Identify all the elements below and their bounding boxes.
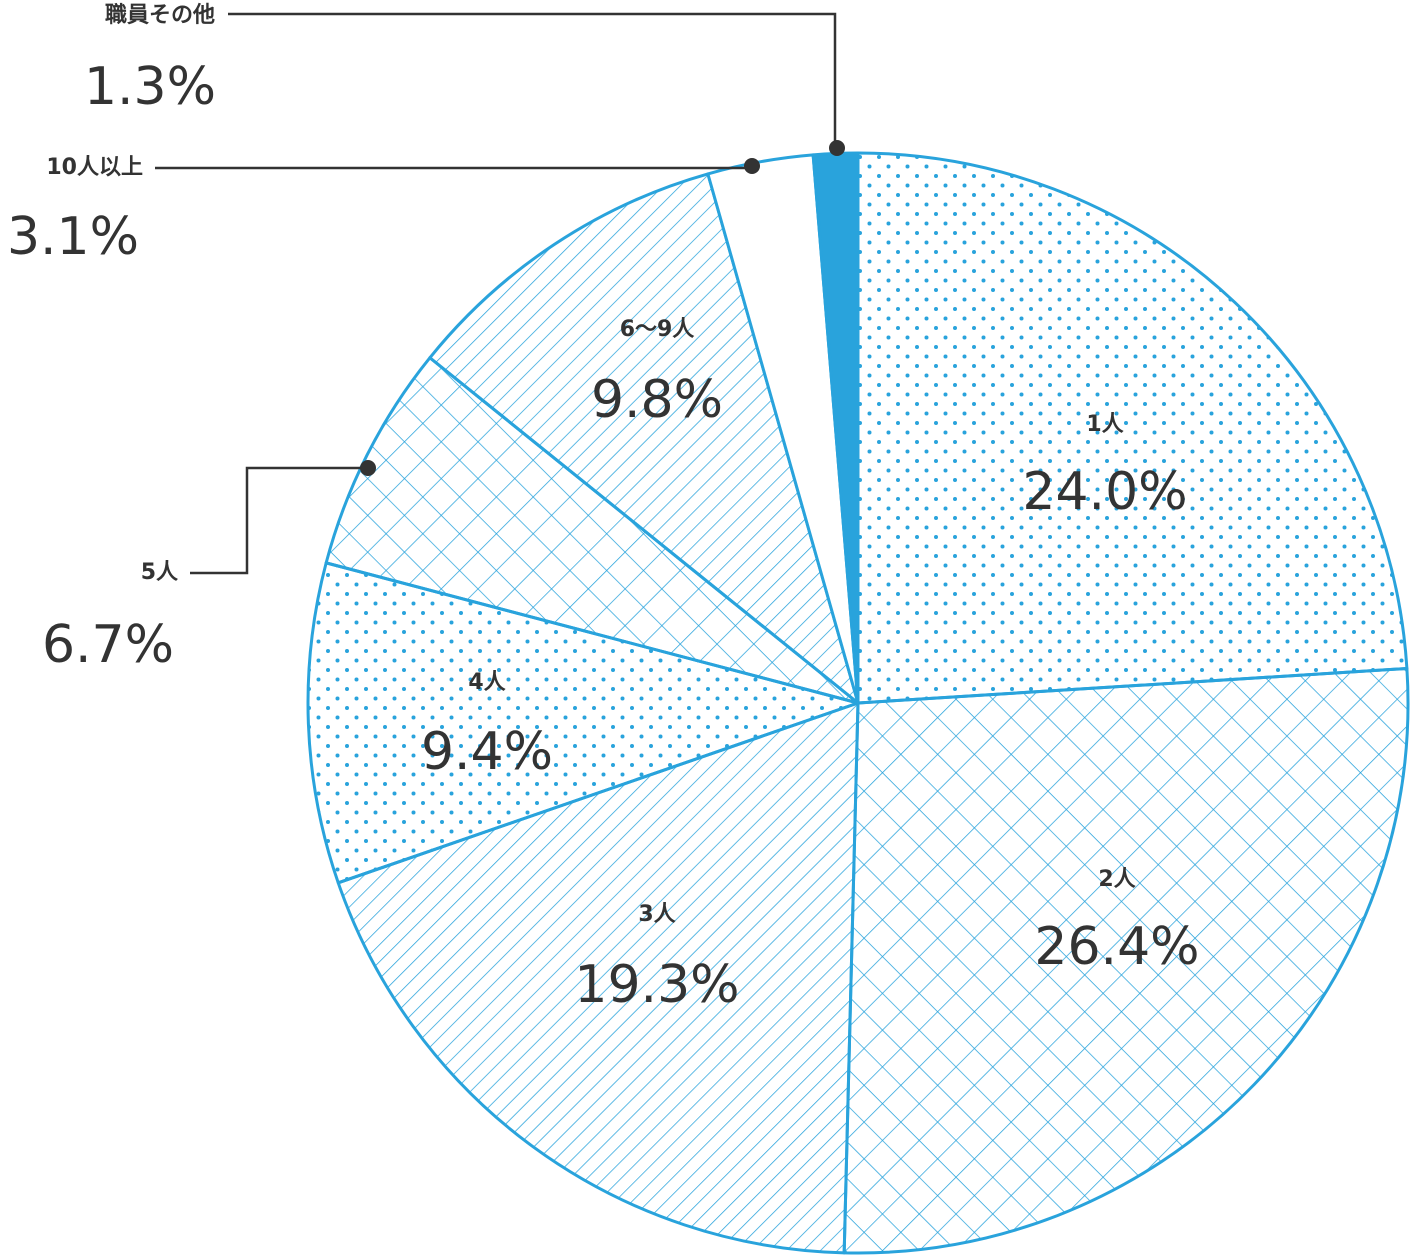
value-label: 3.1%: [7, 207, 139, 267]
value-label: 6.7%: [42, 615, 174, 675]
value-label: 9.8%: [591, 370, 723, 430]
slice-name: 10人以上: [46, 155, 143, 180]
pie-slice: [428, 172, 860, 705]
pie-slice: [842, 666, 1410, 1255]
value-label: 26.4%: [1034, 917, 1199, 977]
leader-line: [190, 466, 368, 575]
pie-slice: [306, 561, 860, 885]
value-label: 19.3%: [574, 955, 739, 1015]
slice-name: 6〜9人: [620, 317, 695, 342]
slice-name: 3人: [638, 902, 675, 927]
pie-slice: [336, 701, 860, 1255]
leader-dot: [744, 158, 760, 174]
slice-name: 4人: [468, 670, 505, 695]
slice-name: 1人: [1086, 412, 1123, 437]
leader-dot: [360, 460, 376, 476]
pie-slice: [324, 356, 860, 705]
slice-name: 2人: [1098, 867, 1135, 892]
leader-dot: [829, 140, 845, 156]
pie: [306, 151, 1410, 1255]
leader-line: [228, 12, 837, 148]
value-label: 24.0%: [1022, 462, 1187, 522]
labels: 1人 24.0% 2人 26.4% 3人 19.3% 4人 9.4% 5人 6.7% 6〜9人 9.8…: [7, 2, 1200, 1015]
slice-name: 5人: [141, 560, 178, 585]
slice-name: 職員その他: [105, 2, 215, 28]
value-label: 9.4%: [421, 722, 553, 782]
value-label: 1.3%: [84, 57, 216, 117]
pie-slice: [856, 151, 1409, 705]
